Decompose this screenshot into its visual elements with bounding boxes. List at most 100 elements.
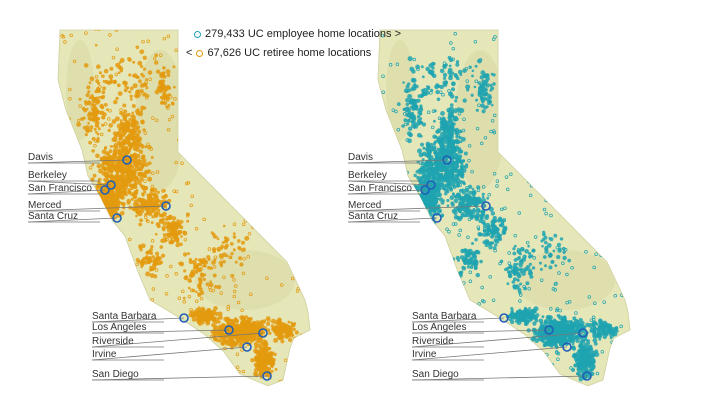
home-location-point <box>436 147 440 151</box>
home-location-point <box>241 325 245 329</box>
home-location-point <box>415 201 419 206</box>
home-location-point <box>155 69 161 74</box>
home-location-point <box>420 206 425 210</box>
home-location-point <box>239 108 243 113</box>
home-location-point <box>135 210 139 214</box>
home-location-point <box>419 117 423 120</box>
home-location-point <box>256 338 261 343</box>
home-location-point <box>232 232 236 236</box>
home-location-point <box>261 196 265 201</box>
home-location-point <box>104 174 108 178</box>
home-location-point <box>199 272 204 277</box>
home-location-point <box>230 344 234 349</box>
home-location-point <box>132 83 138 89</box>
home-location-point <box>148 77 152 82</box>
home-location-point <box>421 122 427 127</box>
home-location-point <box>211 260 216 265</box>
home-location-point <box>427 159 432 163</box>
home-location-point <box>89 125 94 130</box>
home-location-point <box>416 98 421 103</box>
home-location-point <box>238 208 242 213</box>
home-location-point <box>260 362 265 367</box>
home-location-point <box>279 239 283 243</box>
home-location-point <box>151 255 155 259</box>
home-location-point <box>122 103 127 108</box>
home-location-point <box>446 204 450 208</box>
home-location-point <box>125 174 128 177</box>
home-location-point <box>420 95 423 98</box>
home-location-point <box>239 262 244 267</box>
home-location-point <box>96 163 101 169</box>
home-location-point <box>209 280 213 284</box>
home-location-point <box>98 166 103 170</box>
home-location-point <box>166 106 170 110</box>
home-location-point <box>170 237 173 240</box>
home-location-point <box>71 203 75 208</box>
home-location-point <box>415 211 419 215</box>
home-location-point <box>256 140 261 144</box>
home-location-point <box>495 231 499 235</box>
home-location-point <box>97 202 101 206</box>
home-location-point <box>189 288 194 293</box>
home-location-point <box>96 125 100 129</box>
home-location-point <box>119 191 123 195</box>
home-location-point <box>232 235 237 239</box>
campus-marker-icon <box>179 313 189 323</box>
home-location-point <box>100 204 104 208</box>
home-location-point <box>141 193 145 197</box>
home-location-point <box>470 201 475 205</box>
home-location-point <box>200 373 204 378</box>
home-location-point <box>241 107 246 112</box>
home-location-point <box>146 142 150 146</box>
campus-label-santa-cruz: Santa Cruz <box>28 211 78 222</box>
home-location-point <box>155 170 160 174</box>
home-location-point <box>145 78 148 81</box>
home-location-point <box>465 163 469 167</box>
home-location-point <box>468 213 472 217</box>
home-location-point <box>290 276 295 281</box>
home-location-point <box>436 185 441 190</box>
home-location-point <box>144 256 149 261</box>
home-location-point <box>132 152 137 157</box>
home-location-point <box>472 207 476 211</box>
home-location-point <box>221 241 225 244</box>
home-location-point <box>417 110 423 115</box>
home-location-point <box>69 372 74 377</box>
home-location-point <box>174 232 179 237</box>
home-location-point <box>138 285 143 289</box>
home-location-point <box>126 113 130 117</box>
home-location-point <box>490 103 494 107</box>
home-location-point <box>550 340 555 344</box>
home-location-point <box>229 242 234 246</box>
home-location-point <box>300 334 305 338</box>
home-location-point <box>405 98 410 103</box>
home-location-point <box>265 276 269 280</box>
home-location-point <box>166 232 171 237</box>
home-location-point <box>126 134 130 138</box>
home-location-point <box>446 107 451 113</box>
home-location-point <box>149 273 155 278</box>
home-location-point <box>456 180 460 184</box>
home-location-point <box>98 85 102 89</box>
home-location-point <box>257 365 263 370</box>
home-location-point <box>419 106 423 110</box>
home-location-point <box>98 168 103 174</box>
home-location-point <box>493 224 497 229</box>
home-location-point <box>187 294 192 299</box>
home-location-point <box>144 145 148 149</box>
home-location-point <box>84 133 88 137</box>
home-location-point <box>223 236 227 240</box>
home-location-point <box>577 364 582 369</box>
home-location-point <box>195 308 200 313</box>
home-location-point <box>170 227 174 231</box>
home-location-point <box>405 102 409 107</box>
home-location-point <box>438 197 443 202</box>
home-location-point <box>136 166 141 171</box>
home-location-point <box>115 188 119 193</box>
home-location-point <box>446 166 450 170</box>
home-location-point <box>456 208 460 212</box>
home-location-point <box>125 146 128 150</box>
home-location-point <box>447 182 452 187</box>
home-location-point <box>194 290 198 294</box>
